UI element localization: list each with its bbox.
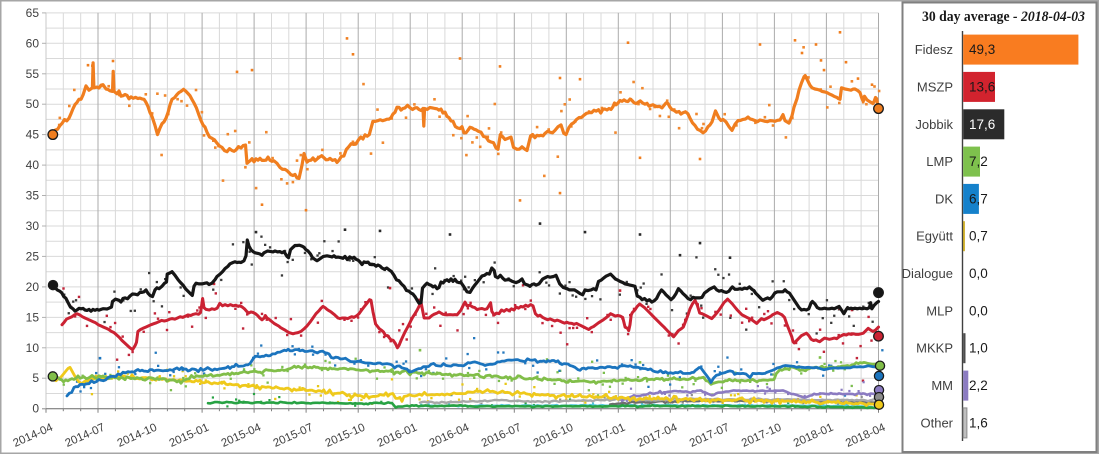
svg-text:17,6: 17,6: [969, 117, 995, 132]
svg-text:2,2: 2,2: [969, 378, 988, 393]
svg-text:30 day average - 2018-04-03: 30 day average - 2018-04-03: [922, 9, 1085, 25]
svg-text:0: 0: [32, 402, 39, 416]
svg-text:55: 55: [26, 67, 40, 81]
svg-text:7,2: 7,2: [969, 154, 988, 169]
svg-text:MLP: MLP: [926, 303, 953, 318]
svg-text:15: 15: [26, 310, 40, 324]
svg-text:LMP: LMP: [926, 154, 953, 169]
svg-text:25: 25: [26, 249, 40, 263]
svg-text:1,6: 1,6: [969, 415, 988, 430]
svg-text:MSZP: MSZP: [917, 79, 953, 94]
svg-text:0,0: 0,0: [969, 266, 988, 281]
svg-text:6,7: 6,7: [969, 191, 988, 206]
svg-text:60: 60: [26, 36, 40, 50]
svg-text:40: 40: [26, 158, 40, 172]
svg-text:10: 10: [26, 341, 40, 355]
svg-text:MM: MM: [931, 378, 953, 393]
svg-text:45: 45: [26, 128, 40, 142]
svg-text:Együtt: Együtt: [916, 229, 953, 244]
svg-text:Fidesz: Fidesz: [915, 42, 953, 57]
svg-text:5: 5: [32, 371, 39, 385]
svg-text:0,7: 0,7: [969, 229, 988, 244]
svg-text:Dialogue: Dialogue: [902, 266, 953, 281]
svg-text:35: 35: [26, 189, 40, 203]
svg-text:1,0: 1,0: [969, 341, 988, 356]
svg-text:Other: Other: [920, 415, 953, 430]
svg-text:65: 65: [26, 6, 40, 20]
svg-text:30: 30: [26, 219, 40, 233]
svg-text:13,6: 13,6: [969, 79, 995, 94]
svg-text:0,0: 0,0: [969, 303, 988, 318]
svg-text:Jobbik: Jobbik: [915, 117, 953, 132]
svg-text:20: 20: [26, 280, 40, 294]
svg-text:MKKP: MKKP: [916, 341, 953, 356]
svg-text:50: 50: [26, 97, 40, 111]
svg-text:49,3: 49,3: [969, 42, 995, 57]
svg-text:DK: DK: [935, 191, 953, 206]
